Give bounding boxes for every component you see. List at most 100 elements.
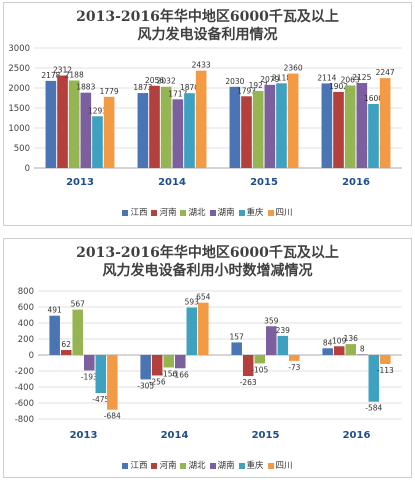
bar-重庆-2014 (184, 93, 195, 168)
bar-河南-2013 (57, 75, 68, 168)
data-label: 8 (360, 344, 365, 353)
bar-湖北-2013 (72, 309, 83, 355)
legend-label: 湖南 (217, 208, 235, 218)
y-tick-label: 2500 (8, 64, 30, 74)
data-label: 1902 (329, 82, 348, 91)
bar-江西-2014 (140, 355, 151, 380)
legend-label: 四川 (275, 208, 293, 218)
bar-江西-2015 (231, 342, 242, 355)
bar-湖南-2014 (175, 355, 186, 369)
data-label: 2063 (341, 75, 360, 84)
bar-四川-2016 (379, 78, 391, 168)
legend-swatch (238, 462, 245, 469)
bar-湖南-2015 (266, 326, 277, 355)
y-tick-label: -200 (15, 367, 34, 377)
data-label: 1870 (180, 83, 199, 92)
data-label: 2188 (65, 70, 84, 79)
y-tick-label: 200 (18, 335, 34, 345)
legend-item: 江西 (122, 206, 147, 218)
data-label: 2178 (41, 71, 60, 80)
y-tick-label: -800 (15, 415, 34, 425)
chart-panel-change: 2013-2016年华中地区6000千瓦及以上 风力发电设备利用小时数增减情况 … (3, 238, 412, 478)
x-category-label: 2014 (161, 430, 189, 441)
data-label: 2079 (260, 75, 279, 84)
bar-江西-2016 (322, 348, 333, 355)
legend-label: 河南 (159, 461, 177, 471)
legend-label: 江西 (130, 461, 148, 471)
bar-湖北-2013 (68, 80, 80, 168)
y-tick-label: 0 (25, 164, 30, 174)
data-label: 136 (344, 334, 359, 343)
bar-湖南-2016 (357, 354, 368, 355)
legend-label: 湖南 (217, 461, 235, 471)
legend-item: 重庆 (238, 206, 264, 218)
bar-湖北-2014 (160, 86, 172, 168)
bar-重庆-2013 (95, 355, 107, 393)
data-label: -305 (137, 381, 154, 390)
x-category-label: 2015 (250, 177, 278, 188)
bar-江西-2013 (45, 80, 57, 168)
bar-湖南-2014 (172, 99, 184, 168)
data-label: 2030 (225, 77, 244, 86)
bar-湖南-2016 (356, 83, 368, 168)
bar-河南-2014 (151, 355, 163, 376)
bar-四川-2013 (103, 96, 115, 168)
data-label: 593 (185, 298, 200, 307)
data-label: 1600 (364, 94, 383, 103)
bar-河南-2015 (241, 96, 252, 168)
data-label: 1873 (133, 83, 152, 92)
y-tick-label: 400 (18, 319, 34, 329)
data-label: 1883 (76, 83, 95, 92)
bar-重庆-2014 (186, 307, 198, 355)
data-label: 359 (264, 316, 279, 325)
y-tick-label: -600 (15, 399, 34, 409)
chart-panel-utilization: 2013-2016年华中地区6000千瓦及以上 风力发电设备利用情况 0 500 1… (3, 2, 412, 226)
legend-label: 湖北 (188, 461, 206, 471)
data-label: -166 (172, 370, 189, 379)
data-label: 2312 (53, 66, 72, 75)
bar-江西-2016 (321, 83, 333, 168)
y-tick-label: -400 (15, 383, 34, 393)
data-label: -193 (81, 372, 98, 381)
x-category-label: 2015 (252, 430, 280, 441)
y-tick-label: 600 (18, 303, 34, 313)
legend-label: 湖北 (188, 208, 206, 218)
chart-legend: 江西 河南 湖北 湖南 重庆 四川 (4, 206, 411, 218)
legend-label: 重庆 (246, 461, 264, 471)
chart-legend: 江西 河南 湖北 湖南 重庆 四川 (4, 459, 411, 471)
bar-四川-2015 (289, 355, 300, 361)
legend-item: 江西 (122, 459, 147, 471)
y-tick-label: 800 (18, 287, 34, 297)
legend-label: 重庆 (246, 208, 264, 218)
bar-湖南-2013 (80, 92, 92, 168)
x-category-label: 2016 (343, 430, 371, 441)
data-label: 567 (71, 300, 86, 309)
bar-chart-change: -800 -600 -400 -200 0 200 400 600 800 491 62 567 -19… (15, 287, 402, 441)
data-label: -105 (251, 365, 268, 374)
data-label: 239 (276, 326, 291, 335)
data-label: 2114 (317, 73, 336, 82)
data-label: -113 (377, 366, 394, 375)
y-tick-label: 1500 (8, 104, 30, 114)
legend-item: 四川 (267, 459, 293, 471)
bar-四川-2015 (287, 73, 299, 168)
chart-title-line1: 2013-2016年华中地区6000千瓦及以上 (76, 9, 339, 25)
legend-swatch (122, 209, 129, 216)
legend-swatch (267, 209, 274, 216)
legend-label: 江西 (130, 208, 148, 218)
data-label: 2433 (192, 61, 211, 70)
data-label: 2118 (272, 73, 291, 82)
data-label: 2247 (376, 68, 395, 77)
y-tick-label: 1000 (8, 124, 30, 134)
bar-湖北-2016 (345, 344, 356, 355)
bar-河南-2016 (333, 346, 345, 355)
data-label: 157 (230, 332, 245, 341)
data-label: 2032 (157, 77, 176, 86)
bar-河南-2016 (333, 91, 344, 168)
legend-label: 四川 (275, 461, 293, 471)
y-tick-label: 500 (14, 144, 30, 154)
data-label: -684 (104, 412, 121, 421)
legend-item: 湖南 (209, 206, 235, 218)
bar-重庆-2016 (368, 104, 379, 168)
data-label: 1293 (88, 106, 107, 115)
